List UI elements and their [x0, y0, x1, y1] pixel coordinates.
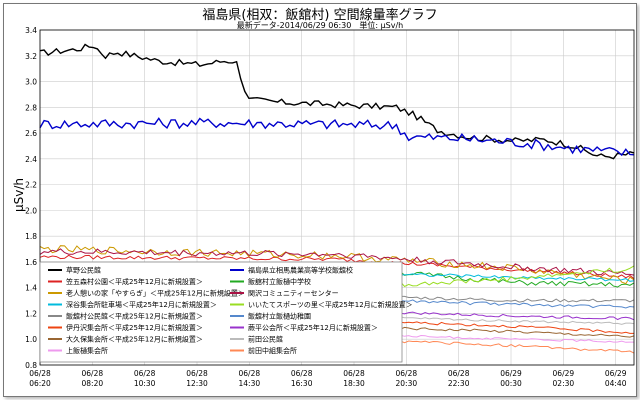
x-tick-time: 02:30 — [553, 379, 575, 388]
y-tick-label: 1.6 — [25, 258, 37, 267]
legend-label: 前田公民館 — [248, 335, 283, 344]
legend-label: 草野公民館 — [66, 266, 101, 275]
x-tick-time: 00:30 — [500, 379, 522, 388]
legend-label: 大久保集会所＜平成25年12月に新規設置＞ — [66, 335, 203, 344]
series-line — [39, 248, 635, 276]
grid-lines — [39, 29, 634, 366]
series-line — [39, 43, 635, 160]
x-tick-time: 08:20 — [82, 379, 104, 388]
chart-subtitle: 最新データ-2014/06/29 06:30 単位: μSv/h — [236, 21, 404, 30]
series-line — [39, 117, 635, 157]
y-tick-label: 0.8 — [25, 361, 37, 370]
x-tick-date: 06/28 — [134, 369, 156, 378]
x-tick-date: 06/28 — [186, 369, 208, 378]
legend-label: 飯舘村公民館＜平成25年12月に新規設置＞ — [66, 312, 203, 321]
x-tick-time: 04:40 — [605, 379, 627, 388]
legend-label: 飯舘村立飯樋中学校 — [248, 277, 311, 286]
x-tick-date: 06/28 — [82, 369, 104, 378]
series-line — [39, 254, 635, 280]
x-tick-labels: 06/2806:2006/2808:2006/2810:3006/2812:30… — [29, 369, 627, 388]
x-tick-time: 06:20 — [29, 379, 51, 388]
x-tick-date: 06/29 — [605, 369, 627, 378]
x-tick-time: 12:30 — [186, 379, 208, 388]
legend-label: 老人憩いの家「やすらぎ」＜平成25年12月に新規設置＞ — [66, 289, 245, 298]
x-tick-time: 10:30 — [134, 379, 156, 388]
x-tick-date: 06/28 — [343, 369, 365, 378]
x-tick-time: 14:30 — [239, 379, 261, 388]
plot-border — [39, 29, 635, 366]
x-tick-date: 06/28 — [448, 369, 470, 378]
y-tick-label: 1.0 — [25, 335, 37, 344]
y-tick-label: 1.2 — [25, 309, 37, 318]
x-tick-date: 06/29 — [553, 369, 575, 378]
legend-label: 蕨平公会所＜平成25年12月に新規設置＞ — [248, 323, 378, 332]
series-line — [39, 245, 635, 285]
legend-label: 上飯樋集会所 — [66, 346, 108, 355]
x-tick-time: 22:30 — [448, 379, 470, 388]
y-tick-labels: 0.8 1.0 1.2 1.4 1.6 1.8 2.0 2.2 2.4 2.6 2.8 3.0 3.2 3… — [25, 26, 37, 370]
x-tick-time: 20:30 — [396, 379, 418, 388]
y-tick-label: 2.4 — [25, 155, 37, 164]
y-tick-label: 3.0 — [25, 78, 37, 87]
x-tick-time: 16:30 — [291, 379, 313, 388]
x-tick-date: 06/29 — [500, 369, 522, 378]
chart-title: 福島県(相双：飯舘村) 空間線量率グラフ — [202, 8, 438, 23]
legend-label: 前田中組集会所 — [248, 346, 297, 355]
legend-label: 福島県立相馬農業高等学校飯舘校 — [248, 266, 353, 275]
x-tick-date: 06/28 — [239, 369, 261, 378]
x-tick-date: 06/28 — [29, 369, 51, 378]
legend-label: 深谷集会所駐車場＜平成25年12月に新規設置＞ — [66, 300, 217, 309]
y-tick-label: 2.6 — [25, 129, 37, 138]
legend-label: いいたてスポーツの里＜平成25年12月に新規設置＞ — [248, 300, 413, 309]
y-tick-label: 1.4 — [25, 284, 37, 293]
y-tick-label: 3.2 — [25, 52, 37, 61]
y-tick-label: 3.4 — [25, 26, 37, 35]
legend-label: 飯舘村立飯樋幼稚園 — [248, 312, 311, 321]
x-tick-time: 18:30 — [343, 379, 365, 388]
legend-box — [39, 261, 403, 363]
legend: 草野公民館 福島県立相馬農業高等学校飯舘校笠五森村公園＜平成25年12月に新規設置… — [39, 261, 413, 363]
x-tick-date: 06/28 — [396, 369, 418, 378]
y-tick-label: 2.8 — [25, 103, 37, 112]
legend-label: 関沢コミュニティーセンター — [248, 289, 339, 298]
legend-label: 笠五森村公園＜平成25年12月に新規設置＞ — [66, 277, 203, 286]
legend-label: 伊丹沢集会所＜平成25年12月に新規設置＞ — [66, 323, 203, 332]
x-tick-date: 06/28 — [291, 369, 313, 378]
y-tick-label: 2.2 — [25, 181, 37, 190]
y-tick-label: 1.8 — [25, 232, 37, 241]
y-tick-label: 2.0 — [25, 206, 37, 215]
